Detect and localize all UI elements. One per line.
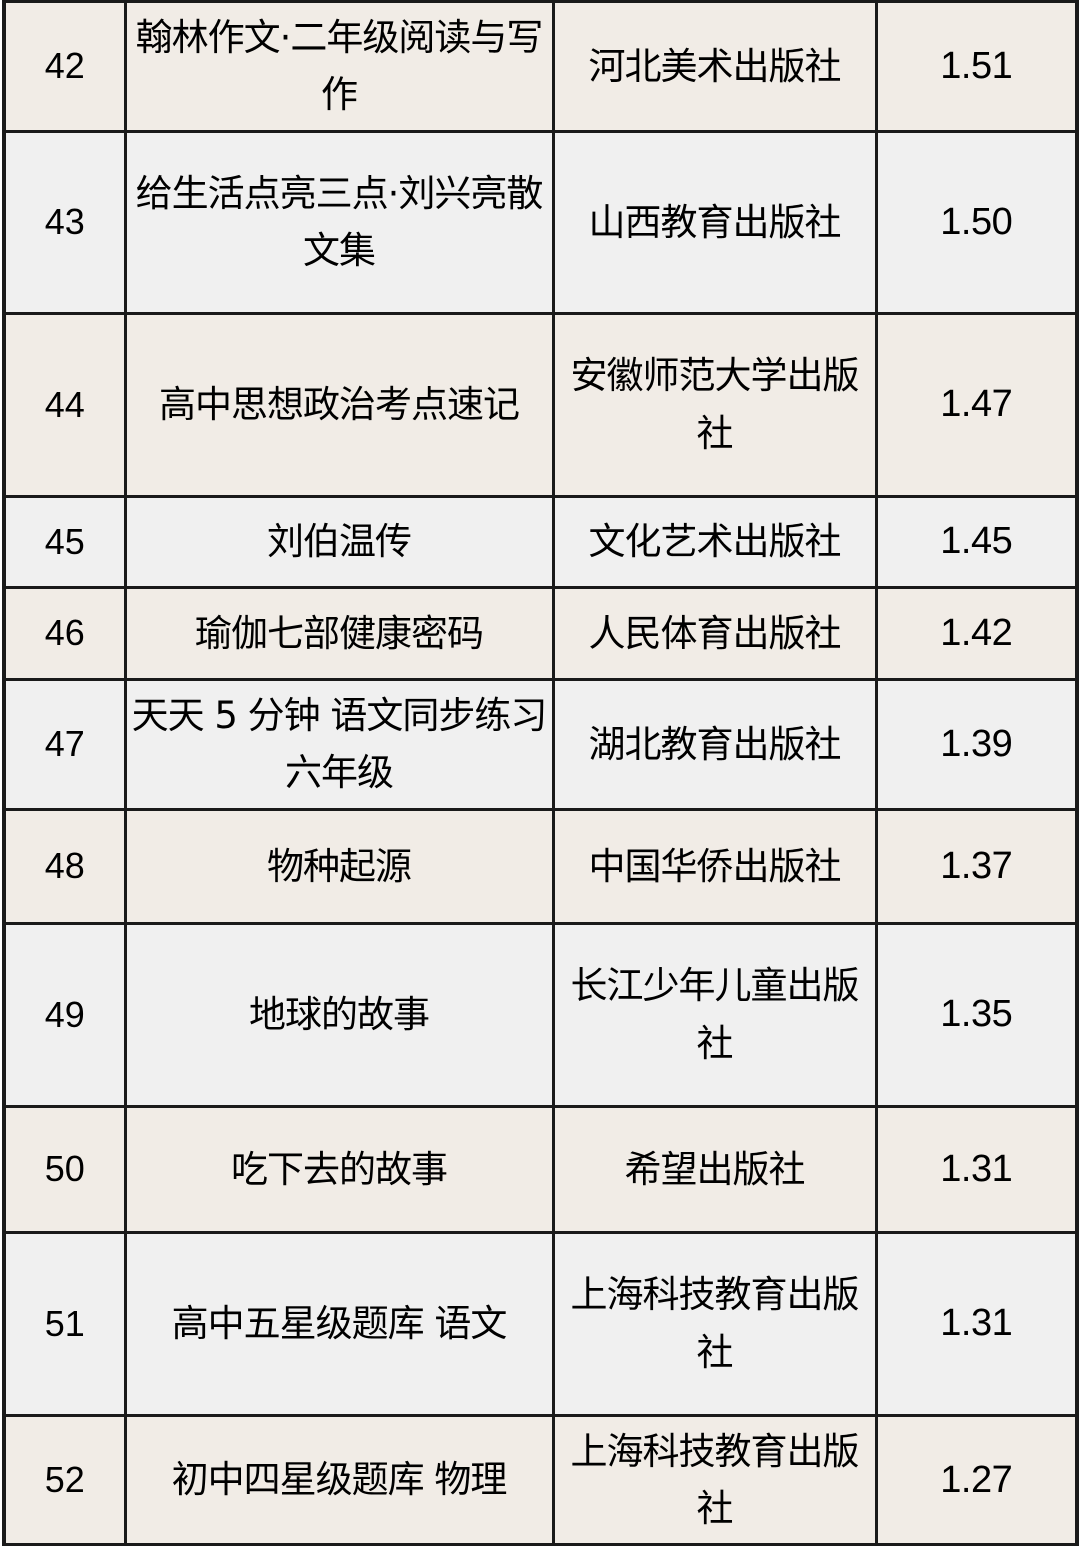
row-title: 给生活点亮三点·刘兴亮散文集 [123, 129, 555, 315]
row-publisher: 安徽师范大学出版社 [551, 311, 878, 498]
row-score: 1.39 [874, 677, 1079, 811]
row-score: 1.35 [874, 921, 1079, 1108]
row-title: 高中思想政治考点速记 [123, 311, 555, 498]
row-publisher: 长江少年儿童出版社 [551, 921, 878, 1108]
row-rank: 49 [2, 921, 127, 1108]
table-row: 47 天天 5 分钟 语文同步练习 六年级 湖北教育出版社 1.39 [2, 677, 1079, 811]
row-publisher: 上海科技教育出版社 [551, 1413, 878, 1546]
row-score: 1.45 [874, 494, 1079, 589]
row-title: 吃下去的故事 [123, 1104, 555, 1234]
row-rank: 44 [2, 311, 127, 498]
row-score: 1.31 [874, 1230, 1079, 1417]
row-score: 1.31 [874, 1104, 1079, 1234]
table-row: 50 吃下去的故事 希望出版社 1.31 [2, 1104, 1079, 1234]
row-rank: 43 [2, 129, 127, 315]
table-row: 48 物种起源 中国华侨出版社 1.37 [2, 807, 1079, 925]
row-publisher: 山西教育出版社 [551, 129, 878, 315]
row-title: 天天 5 分钟 语文同步练习 六年级 [123, 677, 555, 811]
row-score: 1.27 [874, 1413, 1079, 1546]
row-score: 1.42 [874, 585, 1079, 681]
row-publisher: 上海科技教育出版社 [551, 1230, 878, 1417]
row-title: 高中五星级题库 语文 [123, 1230, 555, 1417]
row-publisher: 希望出版社 [551, 1104, 878, 1234]
row-rank: 50 [2, 1104, 127, 1234]
row-score: 1.50 [874, 129, 1079, 315]
row-rank: 42 [2, 0, 127, 133]
row-publisher: 人民体育出版社 [551, 585, 878, 681]
table-row: 45 刘伯温传 文化艺术出版社 1.45 [2, 494, 1079, 589]
table-row: 49 地球的故事 长江少年儿童出版社 1.35 [2, 921, 1079, 1108]
row-score: 1.47 [874, 311, 1079, 498]
table-row: 42 翰林作文·二年级阅读与写作 河北美术出版社 1.51 [2, 0, 1079, 133]
row-publisher: 湖北教育出版社 [551, 677, 878, 811]
table-row: 46 瑜伽七部健康密码 人民体育出版社 1.42 [2, 585, 1079, 681]
row-title: 物种起源 [123, 807, 555, 925]
row-rank: 52 [2, 1413, 127, 1546]
row-title: 地球的故事 [123, 921, 555, 1108]
row-title: 瑜伽七部健康密码 [123, 585, 555, 681]
row-rank: 45 [2, 494, 127, 589]
row-title: 初中四星级题库 物理 [123, 1413, 555, 1546]
row-rank: 46 [2, 585, 127, 681]
table-row: 43 给生活点亮三点·刘兴亮散文集 山西教育出版社 1.50 [2, 129, 1079, 315]
table-row: 51 高中五星级题库 语文 上海科技教育出版社 1.31 [2, 1230, 1079, 1417]
row-rank: 47 [2, 677, 127, 811]
table-row: 52 初中四星级题库 物理 上海科技教育出版社 1.27 [2, 1413, 1079, 1546]
table-row: 44 高中思想政治考点速记 安徽师范大学出版社 1.47 [2, 311, 1079, 498]
row-title: 刘伯温传 [123, 494, 555, 589]
row-title: 翰林作文·二年级阅读与写作 [123, 0, 555, 133]
row-rank: 51 [2, 1230, 127, 1417]
row-score: 1.51 [874, 0, 1079, 133]
row-rank: 48 [2, 807, 127, 925]
row-publisher: 中国华侨出版社 [551, 807, 878, 925]
row-publisher: 河北美术出版社 [551, 0, 878, 133]
row-score: 1.37 [874, 807, 1079, 925]
row-publisher: 文化艺术出版社 [551, 494, 878, 589]
